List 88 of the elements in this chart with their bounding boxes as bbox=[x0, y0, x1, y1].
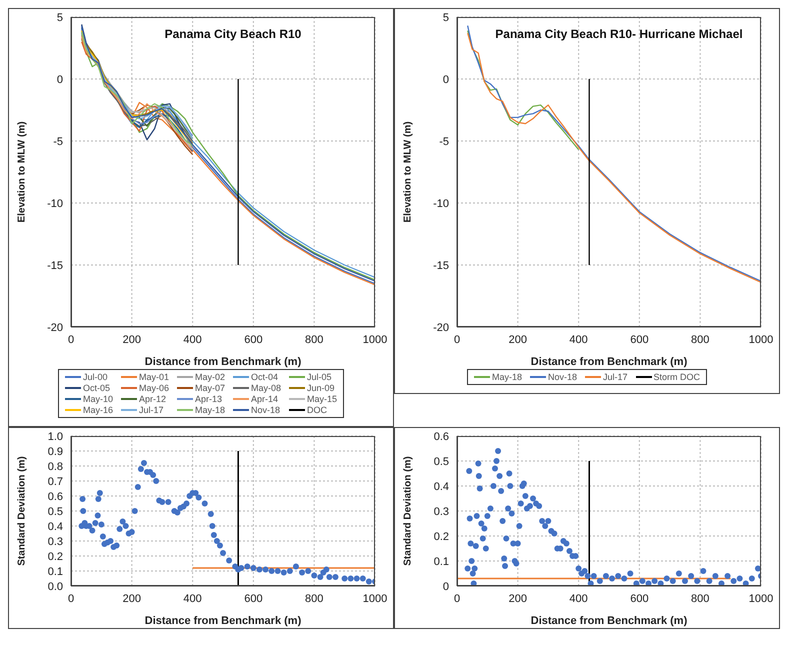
y-tick-label: -20 bbox=[47, 322, 63, 334]
y-tick-label: 0.4 bbox=[434, 480, 449, 493]
y-tick-label: 0.1 bbox=[48, 566, 63, 578]
x-tick-label: 200 bbox=[122, 334, 141, 346]
x-axis-title: Distance from Benchmark (m) bbox=[144, 356, 302, 368]
y-tick-label: 0.3 bbox=[48, 536, 63, 548]
legend-label: May-16 bbox=[82, 405, 113, 415]
legend-label: May-18 bbox=[492, 372, 522, 382]
text: Panama City Beach R10 bbox=[164, 27, 302, 41]
x-tick-label: 0 bbox=[454, 592, 460, 605]
legend-label: May-18 bbox=[194, 405, 225, 415]
x-tick-label: 800 bbox=[305, 334, 324, 346]
x-tick-label: 0 bbox=[68, 334, 74, 346]
x-tick-label: 400 bbox=[569, 334, 588, 346]
y-tick-label: 0 bbox=[56, 74, 63, 86]
y-tick-label: 0.8 bbox=[48, 460, 63, 473]
y-axis-title: Standard Deviation (m) bbox=[16, 456, 28, 566]
legend-label: May-10 bbox=[82, 394, 113, 404]
x-tick-label: 1000 bbox=[362, 592, 388, 605]
y-axis-title: Elevation to MLW (m) bbox=[402, 121, 414, 223]
x-tick-label: 1000 bbox=[362, 334, 388, 346]
y-tick-label: 0.0 bbox=[48, 580, 63, 593]
x-axis-title: Distance from Benchmark (m) bbox=[530, 356, 688, 368]
y-tick-label: -5 bbox=[439, 136, 449, 148]
x-tick-label: 200 bbox=[122, 592, 141, 605]
legend-label: Apr-13 bbox=[194, 394, 222, 404]
legend-label: Apr-14 bbox=[251, 394, 278, 404]
legend-label: Oct-04 bbox=[251, 372, 278, 382]
y-tick-label: 0.5 bbox=[48, 506, 63, 518]
x-axis-title: Distance from Benchmark (m) bbox=[144, 615, 302, 627]
legend-label: DOC bbox=[307, 405, 328, 415]
x-tick-label: 0 bbox=[454, 334, 460, 346]
legend-label: May-15 bbox=[307, 394, 338, 404]
x-tick-label: 400 bbox=[569, 592, 588, 605]
legend-label: Nov-18 bbox=[548, 372, 577, 382]
x-tick-label: 800 bbox=[691, 334, 710, 346]
y-tick-label: 1.0 bbox=[48, 430, 63, 443]
x-tick-label: 400 bbox=[183, 592, 202, 605]
y-tick-label: 0.3 bbox=[434, 506, 449, 518]
y-tick-label: -5 bbox=[53, 136, 63, 148]
legend-label: Jun-09 bbox=[307, 383, 335, 393]
legend-label: May-02 bbox=[194, 372, 225, 382]
legend-label: Jul-17 bbox=[138, 405, 164, 415]
y-axis-title: Standard Deviation (m) bbox=[402, 456, 414, 566]
y-tick-label: -20 bbox=[433, 322, 449, 334]
y-tick-label: 5 bbox=[56, 12, 63, 24]
legend-label: May-06 bbox=[138, 383, 169, 393]
x-tick-label: 600 bbox=[630, 592, 649, 605]
legend-label: May-07 bbox=[194, 383, 225, 393]
legend-label: Oct-05 bbox=[82, 383, 110, 393]
legend-label: Nov-18 bbox=[251, 405, 280, 415]
x-tick-label: 600 bbox=[244, 334, 263, 346]
legend-label: Storm DOC bbox=[654, 372, 700, 382]
legend-label: Jul-00 bbox=[82, 372, 108, 382]
y-axis-title: Elevation to MLW (m) bbox=[16, 121, 28, 223]
y-tick-label: 0.5 bbox=[434, 456, 449, 468]
x-tick-label: 600 bbox=[630, 334, 649, 346]
legend-label: Jul-05 bbox=[307, 372, 332, 382]
legend-label: Apr-12 bbox=[138, 394, 166, 404]
x-tick-label: 400 bbox=[183, 334, 202, 346]
x-tick-label: 200 bbox=[508, 592, 527, 605]
y-tick-label: -15 bbox=[433, 260, 449, 272]
x-tick-label: 600 bbox=[244, 592, 263, 605]
y-tick-label: 0.2 bbox=[48, 550, 63, 563]
y-tick-label: 0.9 bbox=[48, 446, 63, 458]
x-tick-label: 800 bbox=[305, 592, 324, 605]
text: Panama City Beach R10- Hurricane Michael bbox=[494, 27, 744, 41]
y-tick-label: 0 bbox=[442, 74, 449, 86]
y-tick-label: 0.6 bbox=[48, 490, 63, 503]
y-tick-label: -15 bbox=[47, 260, 63, 272]
x-tick-label: 1000 bbox=[748, 334, 774, 346]
x-tick-label: 800 bbox=[691, 592, 710, 605]
y-tick-label: 0 bbox=[442, 580, 449, 593]
y-tick-label: -10 bbox=[433, 198, 449, 210]
y-tick-label: 0.4 bbox=[48, 520, 63, 533]
x-tick-label: 0 bbox=[68, 592, 74, 605]
x-tick-label: 200 bbox=[508, 334, 527, 346]
y-tick-label: 0.7 bbox=[48, 476, 63, 488]
y-tick-label: 0.2 bbox=[434, 530, 449, 543]
x-tick-label: 1000 bbox=[748, 592, 774, 605]
y-tick-label: 5 bbox=[442, 12, 449, 24]
x-axis-title: Distance from Benchmark (m) bbox=[530, 615, 688, 627]
legend-label: May-01 bbox=[138, 372, 169, 382]
y-tick-label: 0.1 bbox=[434, 556, 449, 568]
legend-label: Jul-17 bbox=[603, 372, 628, 382]
y-tick-label: 0.6 bbox=[434, 430, 449, 443]
y-tick-label: -10 bbox=[47, 198, 63, 210]
legend-label: May-08 bbox=[251, 383, 282, 393]
